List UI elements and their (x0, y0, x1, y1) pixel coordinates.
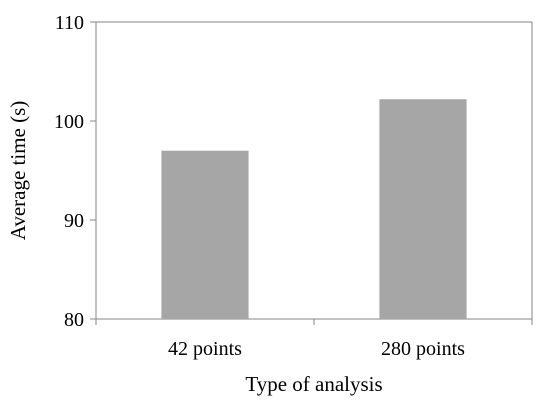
y-tick-label: 90 (64, 210, 84, 232)
bar-series (161, 99, 467, 319)
y-axis-ticks (90, 21, 96, 320)
x-tick-labels: 42 points 280 points (168, 338, 465, 360)
x-tick-label: 280 points (381, 338, 465, 360)
y-axis-title: Average time (s) (6, 101, 30, 241)
x-tick-label: 42 points (168, 338, 242, 360)
y-tick-label: 110 (55, 12, 84, 34)
y-tick-label: 100 (54, 111, 84, 133)
y-tick-labels: 80 90 100 110 (54, 12, 84, 331)
x-axis-title: Type of analysis (245, 372, 382, 396)
bar (379, 99, 467, 319)
x-axis-ticks (95, 319, 533, 325)
y-tick-label: 80 (64, 309, 84, 331)
bar (161, 150, 249, 319)
